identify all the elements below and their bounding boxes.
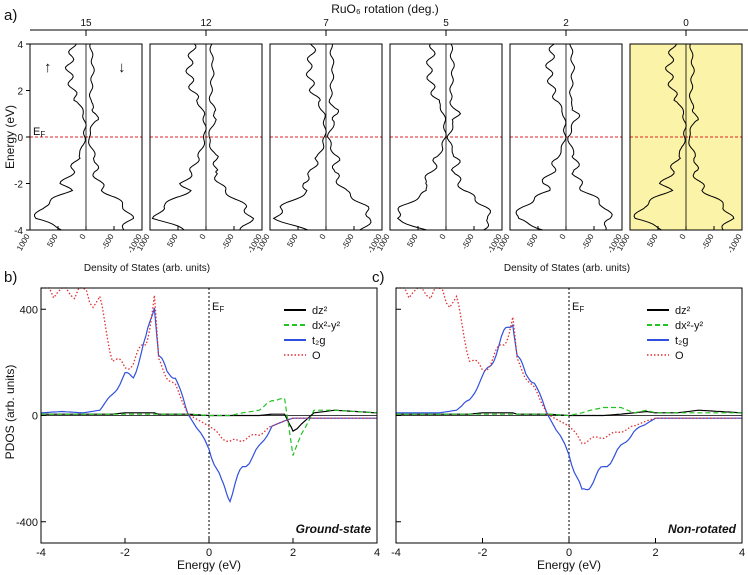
pdos-xtick-label: 2 xyxy=(652,547,658,559)
panel-a-ytick-label: 0 xyxy=(17,133,23,144)
dos-label-left: Density of States (arb. units) xyxy=(84,263,210,274)
legend-label: O xyxy=(675,350,684,362)
spin-down-arrow: ↓ xyxy=(118,59,126,76)
dos-curve-spin-up xyxy=(396,43,447,231)
top-axis-tick-label: 0 xyxy=(683,18,689,29)
pdos-xtick-label: 0 xyxy=(206,547,212,559)
panel-a-ytick-label: 2 xyxy=(17,87,23,98)
dos-xtick-label: 500 xyxy=(165,232,180,249)
panel-a-ylabel: Energy (eV) xyxy=(3,105,17,169)
dos-xtick-label: 0 xyxy=(678,232,688,241)
pdos-series-1 xyxy=(396,406,742,417)
pdos-series-3 xyxy=(396,287,742,445)
top-axis-ticks: 15 12 7 5 2 0 xyxy=(80,18,689,36)
dos-xtick-label: 0 xyxy=(558,232,568,241)
panel-a-label: a) xyxy=(4,7,17,24)
dos-curve-spin-up xyxy=(272,43,327,231)
dos-curve-spin-down xyxy=(446,43,491,231)
dos-curve-spin-down xyxy=(688,43,735,231)
top-axis-tick-label: 7 xyxy=(323,18,329,29)
pdos-xtick-label: -2 xyxy=(478,547,488,559)
legend-label: O xyxy=(312,350,321,362)
ef-label: EF xyxy=(212,301,224,314)
dos-xtick-label: -1000 xyxy=(726,232,744,255)
dos-xtick-label: -500 xyxy=(460,232,476,251)
spin-up-arrow: ↑ xyxy=(44,59,52,76)
dos-curve-spin-down xyxy=(567,43,613,231)
dos-xtick-label: 500 xyxy=(525,232,540,249)
dos-curve-spin-up xyxy=(151,43,207,231)
pdos-ytick-label: -400 xyxy=(16,517,38,529)
panel-a-ytick-label: -4 xyxy=(14,226,23,237)
dos-xtick-label: 0 xyxy=(438,232,448,241)
dos-xtick-label: 0 xyxy=(78,232,88,241)
dos-xtick-label: 0 xyxy=(198,232,208,241)
dos-curve-spin-down xyxy=(327,43,372,231)
dos-xtick-label: 500 xyxy=(285,232,300,249)
dos-subplot-5: 1000 500 0 -500 -1000 xyxy=(375,43,504,255)
pdos-series-1 xyxy=(41,397,378,456)
pdos-xlabel: Energy (eV) xyxy=(177,558,241,572)
top-axis-title: RuO₆ rotation (deg.) xyxy=(331,2,439,16)
pdos-ytick-label: 400 xyxy=(20,304,38,316)
pdos-xtick-label: -2 xyxy=(120,547,130,559)
pdos-ytick-label: 0 xyxy=(32,411,38,423)
legend-label: dz² xyxy=(312,305,328,317)
dos-xtick-label: 500 xyxy=(645,232,660,249)
dos-subplot-7: 1000 500 0 -500 -1000 xyxy=(255,43,384,255)
dos-xtick-label: 0 xyxy=(318,232,328,241)
pdos-frame xyxy=(395,287,743,544)
top-axis-tick-label: 5 xyxy=(443,18,449,29)
pdos-xtick-label: -4 xyxy=(36,547,46,559)
dos-curve-spin-up xyxy=(633,43,687,231)
dos-xtick-label: 500 xyxy=(405,232,420,249)
pdos-title: Non-rotated xyxy=(668,522,737,536)
legend-label: t₂g xyxy=(675,335,688,347)
pdos-xtick-label: 2 xyxy=(290,547,296,559)
pdos-series-3 xyxy=(41,287,377,442)
panel-a-yticks: 4 2 0 -2 -4 xyxy=(14,40,30,237)
dos-curve-spin-down xyxy=(208,43,255,231)
dos-curve-spin-up xyxy=(33,43,87,231)
pdos-xtick-label: 4 xyxy=(374,547,380,559)
pdos-xtick-label: -4 xyxy=(391,547,401,559)
legend-label: dx²-y² xyxy=(675,320,703,332)
top-axis-tick-label: 2 xyxy=(563,18,569,29)
dos-xtick-label: 500 xyxy=(45,232,60,249)
panel-b-plot: 400 0 -400 -4 -2 0 2 4 EF dz² dx²-y² t₂g O Ground-sta… xyxy=(16,287,380,572)
pdos-frame xyxy=(40,287,378,544)
panel-b-ylabel: PDOS (arb. units) xyxy=(3,365,17,460)
legend-label: dx²-y² xyxy=(312,320,340,332)
dos-xtick-label: -500 xyxy=(340,232,356,251)
dos-subplot-0: 1000 500 0 -500 -1000 xyxy=(615,43,744,255)
ef-label: EF xyxy=(572,301,584,314)
panel-b-label: b) xyxy=(4,269,17,286)
panel-a-ytick-label: -2 xyxy=(14,180,23,191)
dos-curve-spin-down xyxy=(88,43,135,231)
dos-curve-spin-up xyxy=(515,43,567,231)
dos-label-right: Density of States (arb. units) xyxy=(504,263,630,274)
pdos-xtick-label: 0 xyxy=(566,547,572,559)
pdos-title: Ground-state xyxy=(296,522,372,536)
dos-subplot-12: 1000 500 0 -500 -1000 xyxy=(135,43,264,255)
dos-xtick-label: -500 xyxy=(220,232,236,251)
dos-subplot-2: 1000 500 0 -500 -1000 xyxy=(495,43,624,255)
dos-xtick-label: -500 xyxy=(100,232,116,251)
pdos-xlabel: Energy (eV) xyxy=(537,558,601,572)
panel-a-ytick-label: 4 xyxy=(17,40,23,51)
pdos-xtick-label: 4 xyxy=(739,547,745,559)
dos-xtick-label: -500 xyxy=(580,232,596,251)
ef-label-a: EF xyxy=(33,126,45,139)
panel-c-plot: -4 -2 0 2 4 EF dz² dx²-y² t₂g O Non-rotated Energy … xyxy=(391,287,745,572)
top-axis-tick-label: 15 xyxy=(80,18,92,29)
legend-label: t₂g xyxy=(312,335,325,347)
legend-label: dz² xyxy=(675,305,691,317)
panel-c-label: c) xyxy=(372,269,385,286)
top-axis-tick-label: 12 xyxy=(200,18,212,29)
dos-xtick-label: -500 xyxy=(700,232,716,251)
